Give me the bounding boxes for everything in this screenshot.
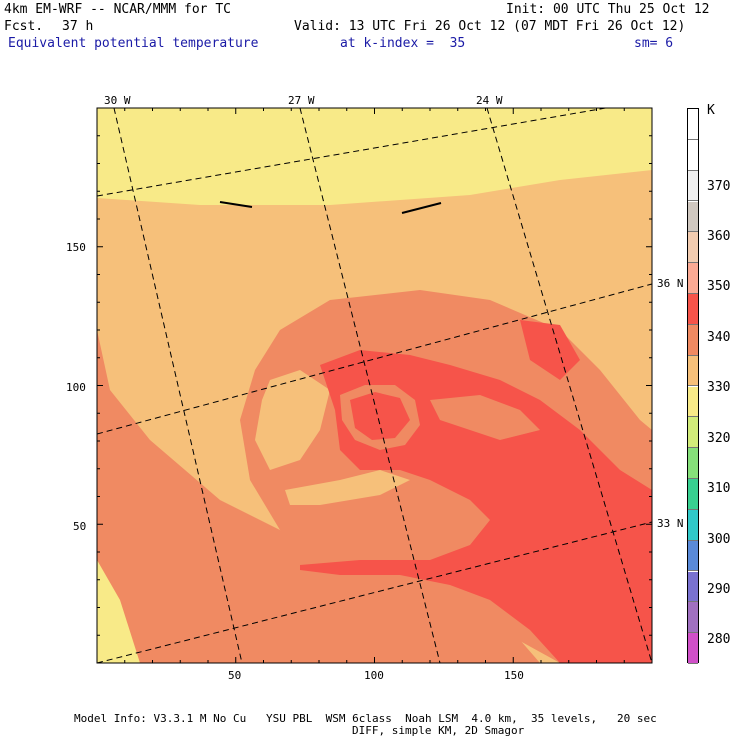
colorbar-cell xyxy=(688,509,698,541)
model-title: 4km EM-WRF -- NCAR/MMM for TC xyxy=(4,2,231,17)
colorbar-cell xyxy=(688,540,698,572)
colorbar-cell xyxy=(688,633,698,664)
colorbar-cell xyxy=(688,386,698,418)
wind-barb xyxy=(219,201,253,208)
colorbar-label: 350 xyxy=(707,279,731,294)
meridian-24w xyxy=(486,108,652,663)
colorbar-label: 290 xyxy=(707,582,731,597)
lon-label-30w: 30 W xyxy=(104,94,131,107)
axis-ticks xyxy=(97,108,652,663)
colorbar-unit: K xyxy=(707,103,715,118)
colorbar-cell xyxy=(688,263,698,294)
contour-320-corner xyxy=(97,560,140,663)
contour-340-patch xyxy=(520,320,580,380)
colorbar-cell xyxy=(688,139,698,171)
colorbar-cell xyxy=(688,170,698,202)
init-time: Init: 00 UTC Thu 25 Oct 12 xyxy=(506,2,710,17)
forecast-label: Fcst. xyxy=(4,19,44,34)
colorbar-cell xyxy=(688,324,698,356)
contour-340-eye xyxy=(350,392,410,440)
colorbar-label: 320 xyxy=(707,431,731,446)
level-info: at k-index = 35 xyxy=(340,36,466,51)
colorbar-cell xyxy=(688,448,698,479)
wind-barb xyxy=(401,202,442,214)
colorbar-cell xyxy=(688,201,698,233)
y-tick-label: 100 xyxy=(66,381,86,394)
colorbar-label: 310 xyxy=(707,481,731,496)
forecast-hour: 37 h xyxy=(62,19,94,34)
colorbar-cell xyxy=(688,417,698,449)
lat-label-36n: 36 N xyxy=(657,277,684,290)
x-tick-label: 100 xyxy=(364,669,384,682)
lat-label-33n: 33 N xyxy=(657,517,684,530)
colorbar-cell xyxy=(688,232,698,264)
parallel-33n xyxy=(97,521,652,663)
lon-label-27w: 27 W xyxy=(288,94,315,107)
colorbar-label: 340 xyxy=(707,330,731,345)
x-tick-label: 50 xyxy=(228,669,242,682)
colorbar-cell xyxy=(688,294,698,325)
colorbar-label: 370 xyxy=(707,179,731,194)
lon-label-24w: 24 W xyxy=(476,94,503,107)
contour-325-inner xyxy=(255,370,330,470)
colorbar xyxy=(687,108,699,664)
colorbar-cell xyxy=(688,355,698,387)
x-tick-label: 150 xyxy=(504,669,524,682)
latlon-grid xyxy=(97,108,652,663)
colorbar-cell xyxy=(688,602,698,634)
colorbar-label: 330 xyxy=(707,380,731,395)
y-tick-label: 150 xyxy=(66,241,86,254)
parallel-north xyxy=(97,108,609,197)
colorbar-label: 360 xyxy=(707,229,731,244)
smoothing-info: sm= 6 xyxy=(634,36,674,51)
contour-330-streak xyxy=(430,395,540,440)
model-info: Model Info: V3.3.1 M No Cu YSU PBL WSM 6… xyxy=(74,712,657,725)
filled-contours xyxy=(97,108,652,663)
field-name: Equivalent potential temperature xyxy=(8,36,259,51)
colorbar-label: 300 xyxy=(707,532,731,547)
parallel-36n xyxy=(97,283,652,435)
colorbar-cell xyxy=(688,109,698,140)
colorbar-label: 280 xyxy=(707,632,731,647)
meridian-30w xyxy=(113,108,243,663)
colorbar-cell xyxy=(688,571,698,603)
meridian-27w xyxy=(299,108,441,663)
y-tick-label: 50 xyxy=(73,520,87,533)
colorbar-cell xyxy=(688,479,698,510)
model-info-diff: DIFF, simple KM, 2D Smagor xyxy=(352,724,525,737)
valid-time: Valid: 13 UTC Fri 26 Oct 12 (07 MDT Fri … xyxy=(294,19,686,34)
contour-325-band xyxy=(285,470,410,505)
